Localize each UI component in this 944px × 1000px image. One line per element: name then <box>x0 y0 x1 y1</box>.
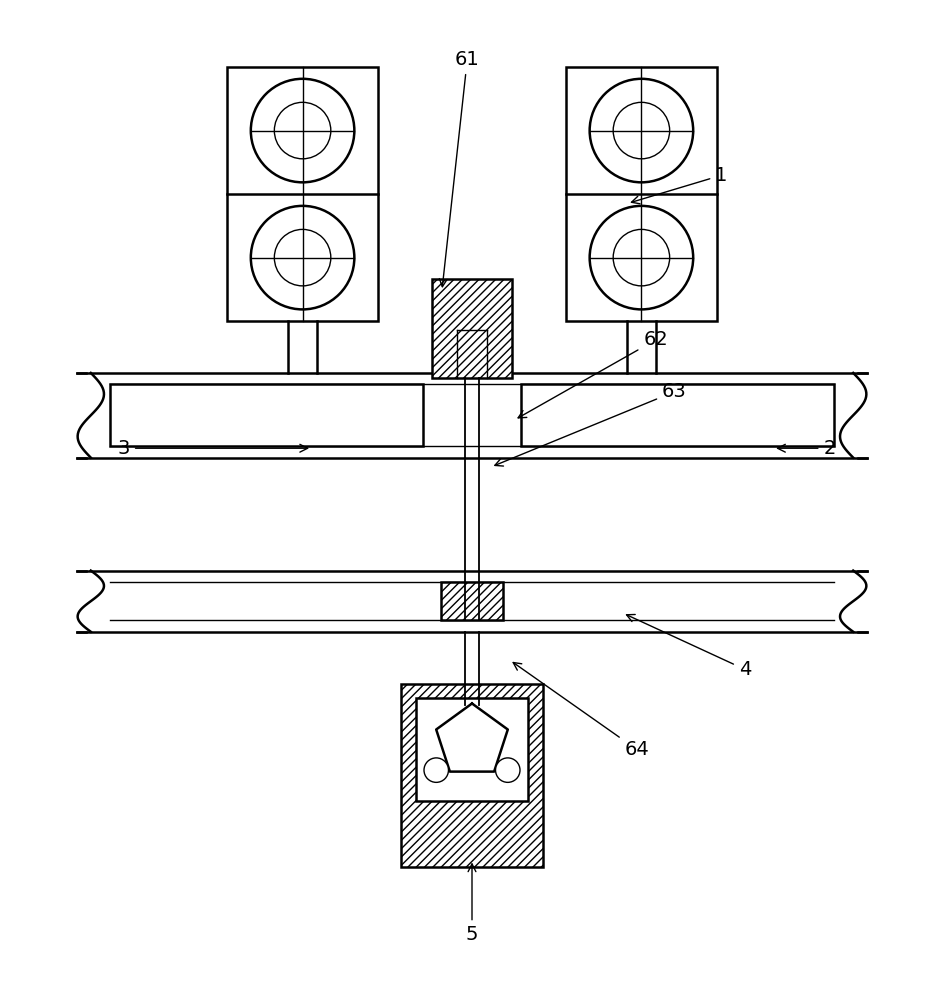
Circle shape <box>590 206 693 309</box>
Bar <box>566 67 716 321</box>
Circle shape <box>251 206 354 309</box>
Circle shape <box>614 102 669 159</box>
Text: 1: 1 <box>632 166 728 204</box>
Bar <box>415 698 529 801</box>
Text: 2: 2 <box>778 439 835 458</box>
Circle shape <box>251 79 354 182</box>
Bar <box>228 67 378 321</box>
Bar <box>432 279 512 378</box>
Circle shape <box>496 758 520 782</box>
Circle shape <box>275 102 330 159</box>
Text: 3: 3 <box>118 439 308 458</box>
Circle shape <box>275 229 330 286</box>
Text: 5: 5 <box>465 864 479 944</box>
Text: 63: 63 <box>495 382 686 466</box>
Circle shape <box>424 758 448 782</box>
Bar <box>442 582 502 620</box>
Text: 64: 64 <box>514 663 649 759</box>
Text: 4: 4 <box>627 614 751 679</box>
Bar <box>110 384 423 446</box>
Text: 61: 61 <box>439 50 480 287</box>
Bar <box>521 384 834 446</box>
Circle shape <box>590 79 693 182</box>
Text: 62: 62 <box>518 330 668 418</box>
Circle shape <box>614 229 669 286</box>
Bar <box>401 684 543 867</box>
